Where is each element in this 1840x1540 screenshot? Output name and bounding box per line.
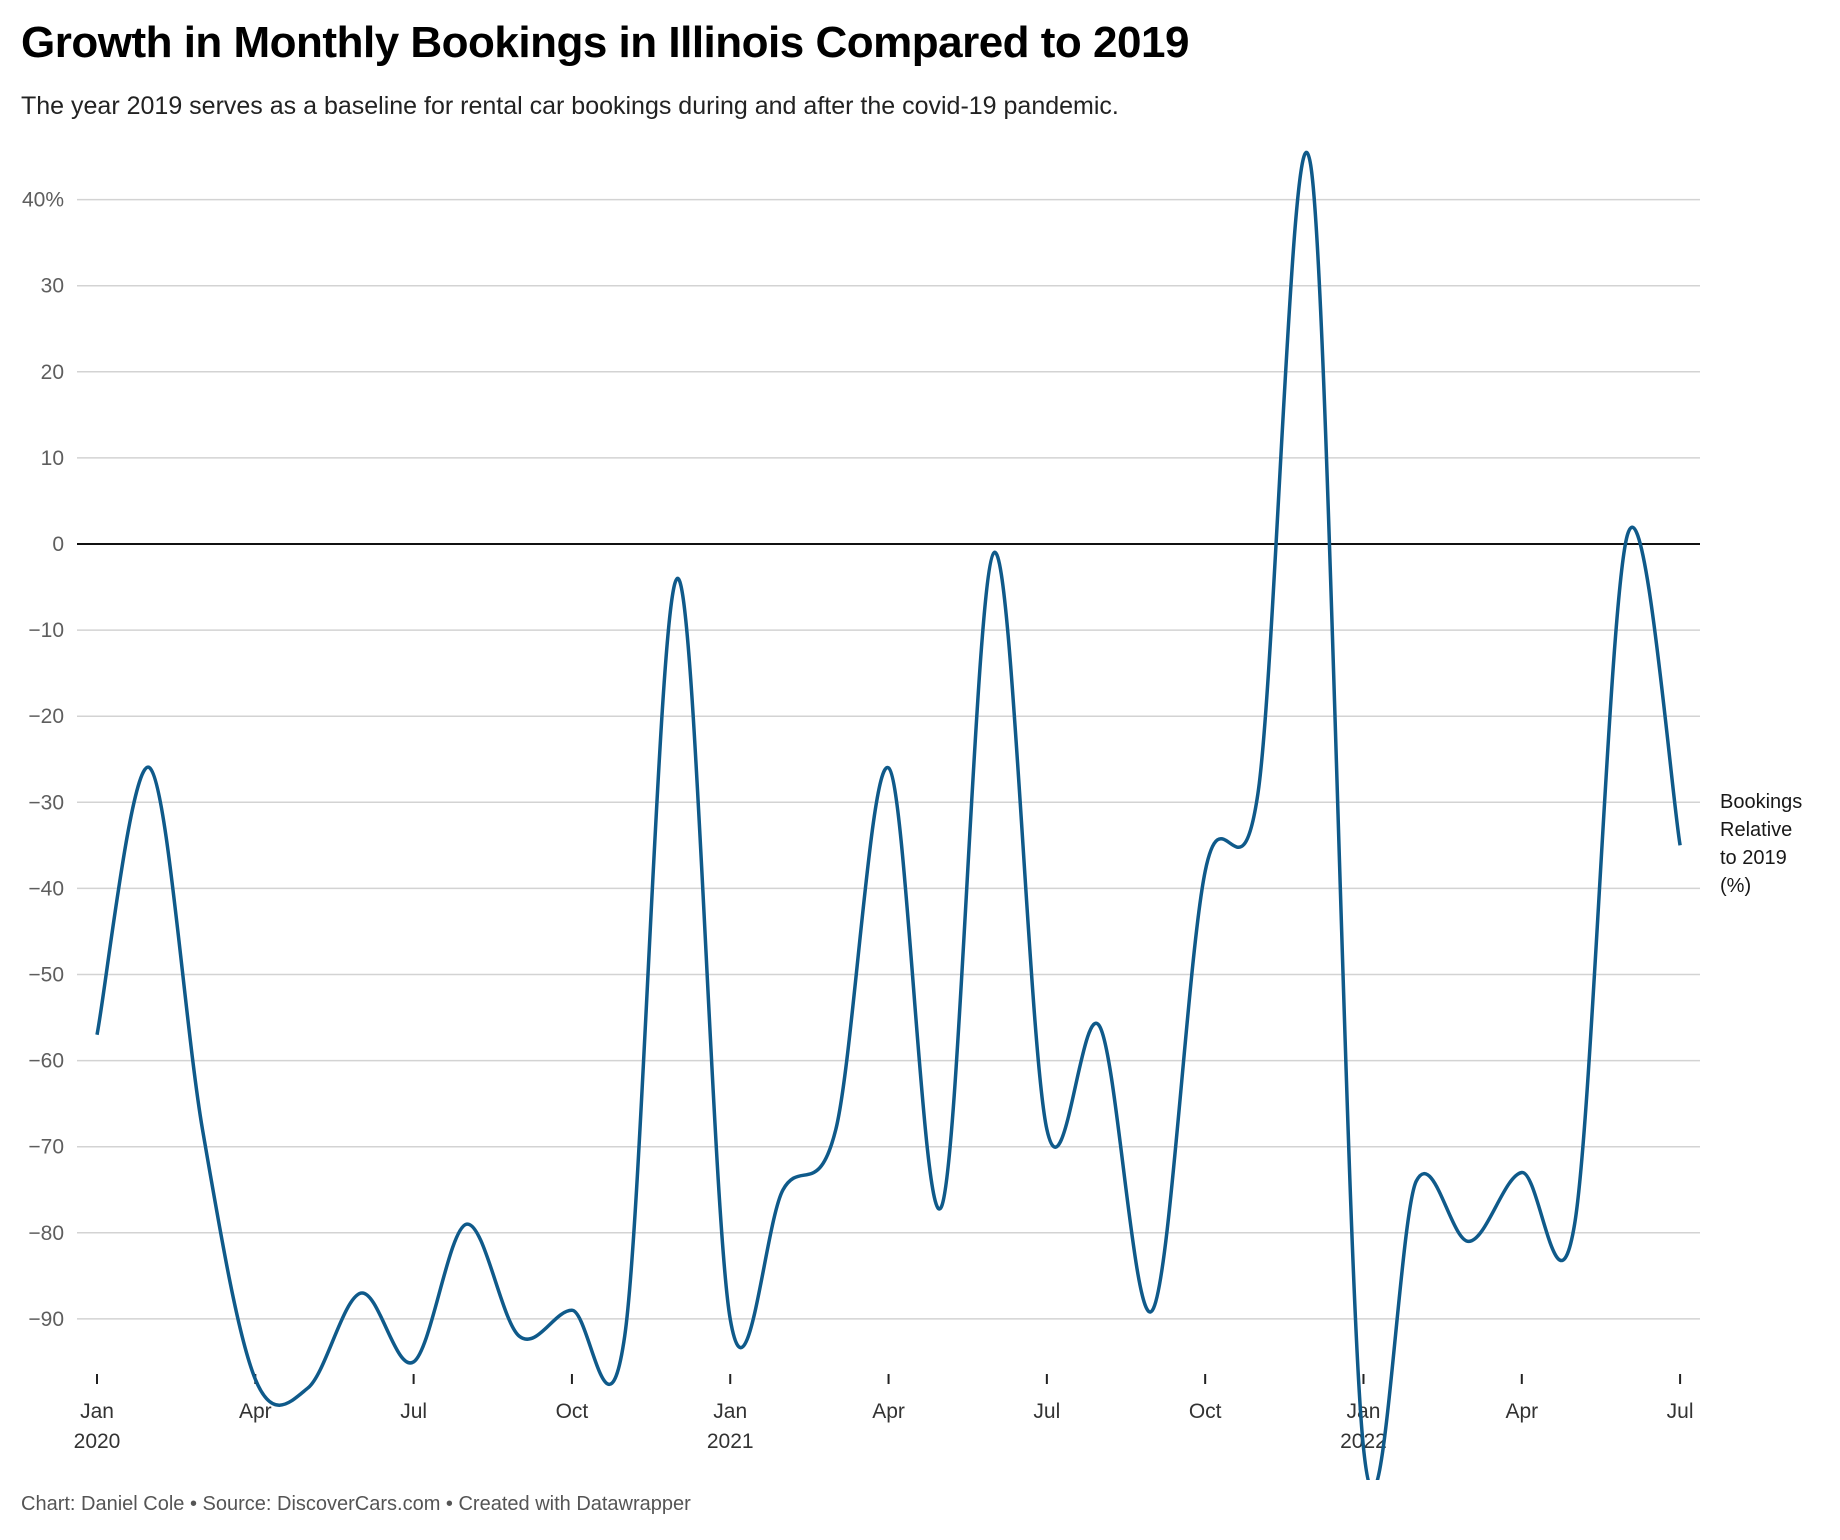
y-tick-label: −90	[28, 1308, 64, 1331]
x-tick-label: Jan	[1347, 1400, 1381, 1423]
y-tick-label: 10	[41, 447, 64, 470]
x-tick-year: 2021	[707, 1430, 754, 1453]
x-tick-label: Apr	[872, 1400, 905, 1423]
chart-footer: Chart: Daniel Cole • Source: DiscoverCar…	[21, 1493, 691, 1515]
y-tick-label: −10	[28, 619, 64, 642]
y-tick-label: 30	[41, 275, 64, 298]
y-tick-label: −50	[28, 964, 64, 987]
bookings-line	[95, 150, 1682, 1480]
chart-title: Growth in Monthly Bookings in Illinois C…	[21, 18, 1189, 67]
x-tick-label: Apr	[1505, 1400, 1538, 1423]
y-tick-label: −80	[28, 1222, 64, 1245]
y-tick-label: −40	[28, 877, 64, 900]
y-tick-label: −30	[28, 791, 64, 814]
x-tick-label: Jul	[400, 1400, 427, 1423]
series-label: Bookings Relative to 2019 (%)	[1720, 791, 1802, 897]
y-tick-label: −60	[28, 1050, 64, 1073]
x-tick-label: Jan	[80, 1400, 114, 1423]
x-tick-label: Oct	[556, 1400, 589, 1423]
line-chart: 40% 30 20 10 0 −10 −20 −30 −40 −50 −60 −70 −80 −90 Ja…	[22, 150, 1802, 1480]
x-tick-year: 2020	[74, 1430, 121, 1453]
y-tick-label: −20	[28, 705, 64, 728]
y-tick-label: 0	[52, 533, 64, 556]
chart-subtitle: The year 2019 serves as a baseline for r…	[21, 92, 1119, 120]
y-tick-label: 20	[41, 361, 64, 384]
y-tick-label: −70	[28, 1136, 64, 1159]
x-tick-label: Jan	[713, 1400, 747, 1423]
x-tick-label: Apr	[239, 1400, 272, 1423]
y-axis-labels: 40% 30 20 10 0 −10 −20 −30 −40 −50 −60 −70 −80 −90	[22, 189, 64, 1331]
x-tick-label: Oct	[1189, 1400, 1222, 1423]
x-tick-label: Jul	[1033, 1400, 1060, 1423]
x-tick-label: Jul	[1667, 1400, 1694, 1423]
y-tick-label: 40%	[22, 189, 64, 212]
gridlines	[77, 198, 1700, 1320]
